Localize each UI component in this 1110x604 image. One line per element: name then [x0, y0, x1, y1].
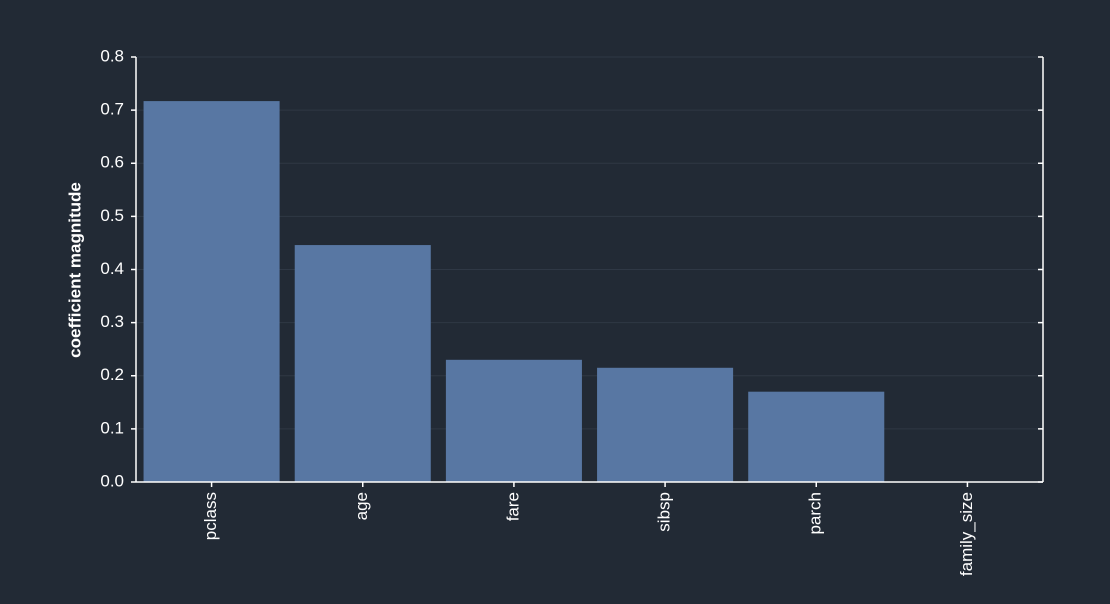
y-axis-title: coefficient magnitude [65, 182, 84, 358]
x-tick-label: age [352, 492, 371, 520]
bar [748, 391, 885, 482]
y-tick-label: 0.1 [100, 418, 124, 437]
y-tick-label: 0.4 [100, 259, 124, 278]
y-tick-label: 0.7 [100, 100, 124, 119]
x-tick-label: parch [806, 492, 825, 535]
y-tick-label: 0.6 [100, 153, 124, 172]
bar [294, 245, 431, 482]
x-tick-label: fare [503, 492, 522, 521]
x-tick-label: pclass [201, 492, 220, 540]
y-tick-label: 0.3 [100, 312, 124, 331]
x-tick-label: family_size [957, 492, 976, 576]
bar [597, 367, 734, 482]
y-tick-label: 0.2 [100, 365, 124, 384]
bar [445, 359, 582, 482]
x-tick-label: sibsp [655, 492, 674, 532]
y-tick-label: 0.5 [100, 206, 124, 225]
y-tick-label: 0.8 [100, 46, 124, 65]
bar [143, 101, 280, 482]
y-tick-label: 0.0 [100, 471, 124, 490]
